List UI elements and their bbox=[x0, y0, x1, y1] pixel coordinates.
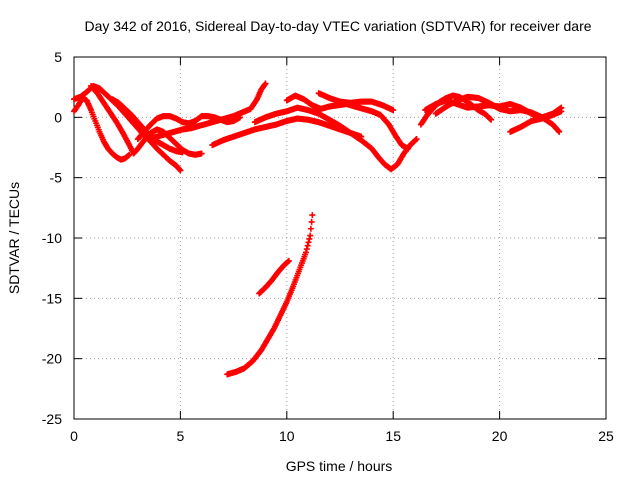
y-tick-label: -5 bbox=[50, 170, 63, 186]
x-tick-label: 0 bbox=[70, 428, 78, 444]
data-point bbox=[390, 107, 397, 114]
data-point bbox=[307, 225, 314, 232]
data-point bbox=[309, 212, 316, 219]
y-tick-label: -15 bbox=[42, 290, 62, 306]
data-point bbox=[177, 167, 184, 174]
data-point bbox=[413, 136, 420, 143]
data-point bbox=[558, 108, 565, 115]
series-sat-arc-f bbox=[145, 80, 269, 143]
series-sat-arc-d bbox=[109, 96, 186, 156]
y-tick-label: -20 bbox=[42, 351, 62, 367]
series-sat-arc-low bbox=[224, 212, 316, 378]
series-sat-arc-j bbox=[315, 90, 397, 114]
data-point bbox=[262, 80, 269, 87]
data-point bbox=[179, 149, 186, 156]
x-tick-label: 20 bbox=[492, 428, 508, 444]
x-tick-label: 10 bbox=[279, 428, 295, 444]
x-axis-label: GPS time / hours bbox=[286, 458, 393, 474]
y-tick-label: -25 bbox=[42, 411, 62, 427]
x-tick-label: 15 bbox=[385, 428, 401, 444]
data-point bbox=[303, 246, 310, 253]
data-point bbox=[308, 218, 315, 225]
data-point bbox=[556, 128, 563, 135]
data-point bbox=[307, 232, 314, 239]
data-point bbox=[304, 242, 311, 249]
data-point bbox=[302, 249, 309, 256]
y-axis-label: SDTVAR / TECUs bbox=[6, 182, 22, 294]
series-sat-arc-c bbox=[88, 82, 205, 158]
data-point bbox=[488, 116, 495, 123]
y-tick-label: 5 bbox=[54, 49, 62, 65]
series-sat-arc-i bbox=[283, 92, 412, 152]
data-point bbox=[198, 150, 205, 157]
series-sat-arc-low-2 bbox=[256, 257, 292, 297]
x-tick-label: 25 bbox=[598, 428, 614, 444]
series-sat-arc-n bbox=[507, 108, 565, 135]
data-point bbox=[306, 235, 313, 242]
data-point bbox=[405, 145, 412, 152]
x-tick-label: 5 bbox=[177, 428, 185, 444]
y-tick-label: 0 bbox=[54, 109, 62, 125]
data-points bbox=[71, 80, 565, 378]
data-point bbox=[305, 239, 312, 246]
series-sat-arc-h bbox=[251, 104, 420, 173]
chart-title: Day 342 of 2016, Sidereal Day-to-day VTE… bbox=[84, 18, 591, 34]
axis-ticks: 0 5 10 15 20 25 -25 -20 -15 -10 -5 0 5 bbox=[42, 49, 614, 444]
data-point bbox=[126, 151, 133, 158]
y-tick-label: -10 bbox=[42, 230, 62, 246]
series-sat-arc-b bbox=[71, 95, 133, 163]
data-point bbox=[285, 257, 292, 264]
